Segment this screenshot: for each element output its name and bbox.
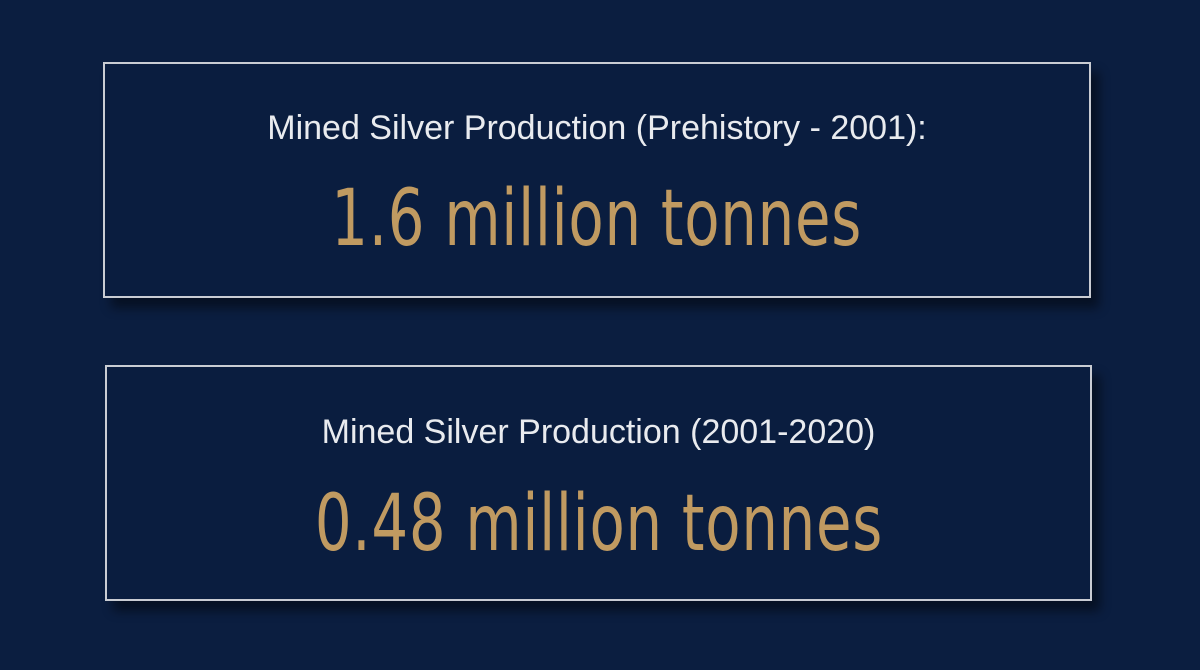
stat-value-text: 0.48 million tonnes bbox=[314, 479, 883, 569]
stat-box-2001-2020: Mined Silver Production (2001-2020) 0.48… bbox=[105, 365, 1092, 601]
stat-label: Mined Silver Production (Prehistory - 20… bbox=[267, 109, 927, 147]
stat-label: Mined Silver Production (2001-2020) bbox=[321, 413, 876, 451]
stat-value: 1.6 million tonnes bbox=[105, 174, 1089, 264]
stat-value: 0.48 million tonnes bbox=[107, 479, 1090, 569]
stat-value-text: 1.6 million tonnes bbox=[331, 174, 863, 264]
stat-box-prehistory-2001: Mined Silver Production (Prehistory - 20… bbox=[103, 62, 1091, 298]
